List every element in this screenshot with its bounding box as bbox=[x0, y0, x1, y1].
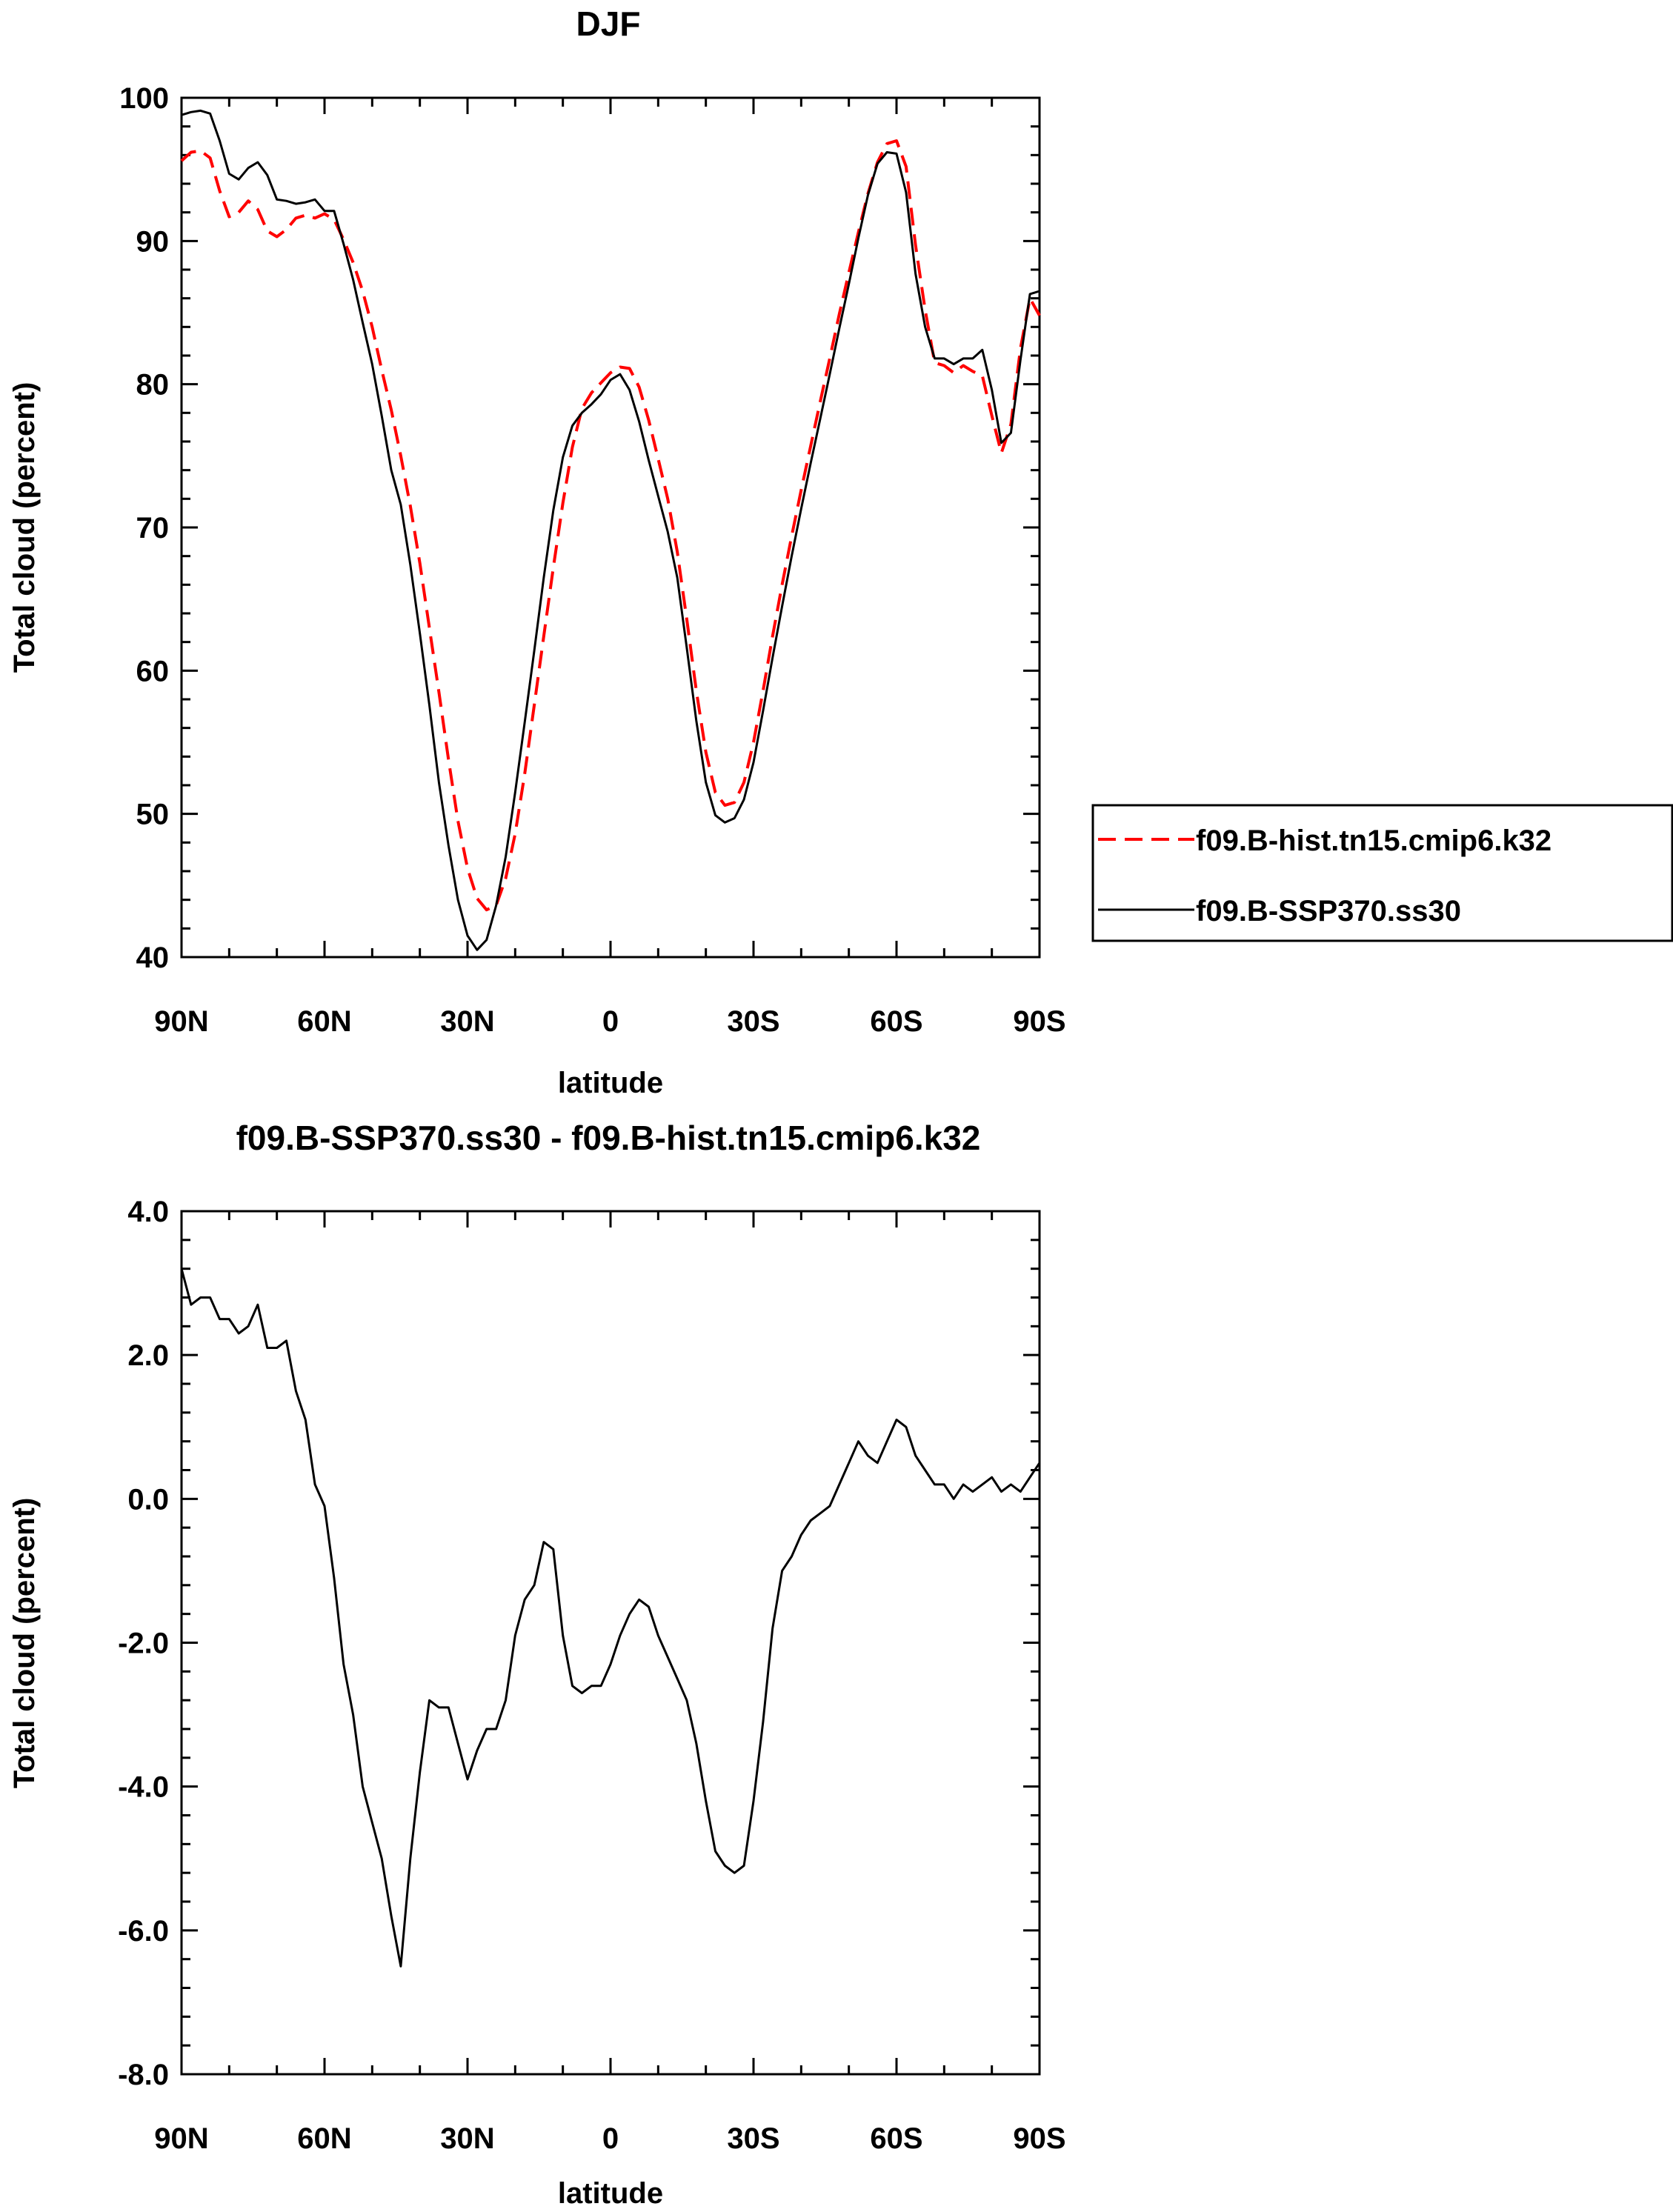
bottom-x-axis-label: latitude bbox=[558, 2177, 663, 2210]
x-tick-label: 90S bbox=[1013, 1005, 1065, 1038]
top-x-ticks: 90N 60N 30N 0 30S 60S 90S bbox=[154, 98, 1066, 1038]
x-tick-label: 60N bbox=[297, 1005, 351, 1038]
top-chart-title: DJF bbox=[576, 4, 641, 43]
y-tick-label: 100 bbox=[119, 82, 169, 115]
x-tick-label: 90S bbox=[1013, 2122, 1065, 2155]
x-tick-label: 60N bbox=[297, 2122, 351, 2155]
y-tick-label: 80 bbox=[136, 369, 170, 402]
y-tick-label: 60 bbox=[136, 655, 170, 687]
x-tick-label: 30N bbox=[440, 2122, 494, 2155]
bottom-panel: f09.B-SSP370.ss30 - f09.B-hist.tn15.cmip… bbox=[8, 1119, 1066, 2210]
x-tick-label: 60S bbox=[870, 2122, 922, 2155]
y-tick-label: -6.0 bbox=[118, 1915, 169, 1948]
y-tick-label: 2.0 bbox=[127, 1339, 169, 1372]
series-line-2 bbox=[181, 109, 1040, 951]
bottom-chart-title: f09.B-SSP370.ss30 - f09.B-hist.tn15.cmip… bbox=[236, 1119, 981, 1157]
bottom-series-lines bbox=[180, 1268, 1041, 1968]
y-tick-label: 90 bbox=[136, 225, 170, 258]
x-tick-label: 30S bbox=[727, 1005, 779, 1038]
top-panel: DJF 90N 60N 30N 0 30S 60S 90S 405060708090100 … bbox=[8, 4, 1673, 1099]
bottom-y-ticks: -8.0 -6.0 -4.0 -2.0 0.0 2.0 4.0 bbox=[118, 1196, 1040, 2091]
y-tick-label: 0.0 bbox=[127, 1483, 169, 1516]
y-tick-label: -2.0 bbox=[118, 1628, 169, 1660]
legend-label-hist: f09.B-hist.tn15.cmip6.k32 bbox=[1196, 824, 1551, 857]
series-line-1 bbox=[180, 1268, 1041, 1968]
x-tick-label: 0 bbox=[602, 2122, 619, 2155]
legend-label-ssp370: f09.B-SSP370.ss30 bbox=[1196, 895, 1461, 927]
top-y-axis-label: Total cloud (percent) bbox=[8, 382, 41, 673]
x-tick-label: 30N bbox=[440, 1005, 494, 1038]
y-tick-label: 40 bbox=[136, 942, 170, 974]
x-tick-label: 30S bbox=[727, 2122, 779, 2155]
bottom-x-ticks: 90N 60N 30N 0 30S 60S 90S bbox=[154, 1211, 1066, 2155]
y-tick-label: 50 bbox=[136, 799, 170, 831]
top-y-ticks: 40 50 60 70 80 90 100 bbox=[119, 82, 1040, 974]
y-tick-label: -8.0 bbox=[118, 2059, 169, 2091]
legend-box bbox=[1091, 804, 1673, 942]
top-x-axis-label: latitude bbox=[558, 1067, 663, 1099]
top-series-lines bbox=[180, 109, 1041, 951]
series-line-1 bbox=[180, 139, 1041, 912]
top-legend: f09.B-hist.tn15.cmip6.k32 f09.B-SSP370.s… bbox=[1091, 804, 1673, 942]
y-tick-label: 4.0 bbox=[127, 1196, 169, 1228]
bottom-y-axis-label: Total cloud (percent) bbox=[8, 1498, 41, 1789]
x-tick-label: 60S bbox=[870, 1005, 922, 1038]
y-tick-label: -4.0 bbox=[118, 1771, 169, 1804]
x-tick-label: 0 bbox=[602, 1005, 619, 1038]
x-tick-label: 90N bbox=[154, 2122, 208, 2155]
y-tick-label: 70 bbox=[136, 512, 170, 544]
x-tick-label: 90N bbox=[154, 1005, 208, 1038]
